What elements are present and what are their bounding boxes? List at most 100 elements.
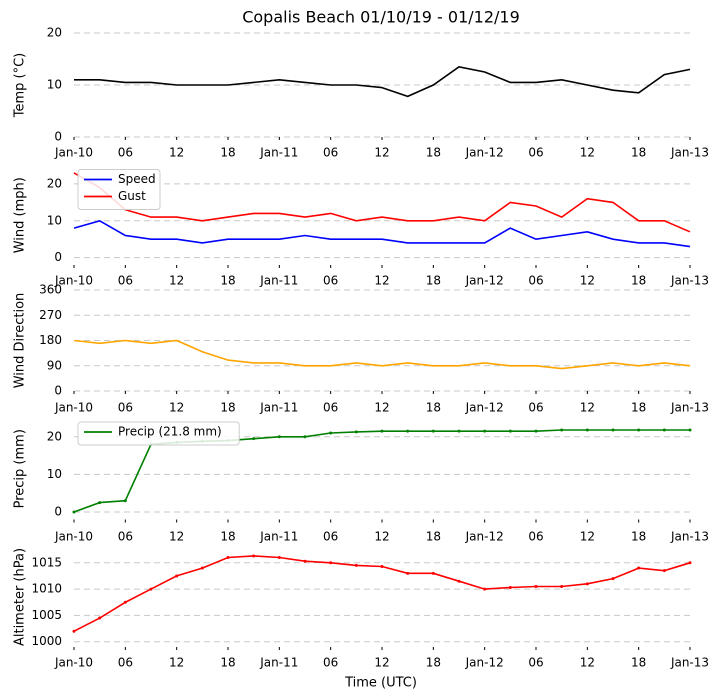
data-point	[560, 584, 564, 588]
x-tick-label: 18	[220, 656, 235, 670]
x-tick-label: Jan-10	[54, 530, 93, 544]
x-tick-label: 06	[528, 274, 543, 288]
data-point	[354, 563, 358, 567]
data-point	[175, 574, 179, 578]
data-point	[431, 571, 435, 575]
x-tick-label: 06	[528, 401, 543, 415]
y-tick-label: 20	[47, 26, 62, 40]
x-tick-label: 12	[169, 656, 184, 670]
x-tick-label: 06	[118, 274, 133, 288]
data-line	[74, 65, 691, 98]
x-tick-label: 18	[220, 401, 235, 415]
data-point	[252, 554, 256, 558]
x-tick-label: 18	[220, 530, 235, 544]
data-point	[277, 435, 281, 439]
x-tick-label: 06	[118, 530, 133, 544]
x-tick-label: Jan-13	[670, 401, 709, 415]
x-tick-label: 12	[169, 146, 184, 160]
x-tick-label: 12	[374, 656, 389, 670]
data-point	[329, 431, 333, 435]
data-point	[277, 556, 281, 560]
data-point	[585, 428, 589, 432]
data-point	[611, 577, 615, 581]
x-tick-label: 12	[580, 274, 595, 288]
y-tick-label: 20	[47, 429, 62, 443]
x-tick-label: 12	[169, 401, 184, 415]
x-tick-label: Jan-11	[259, 274, 298, 288]
x-tick-label: 12	[374, 401, 389, 415]
x-tick-label: Jan-10	[54, 656, 93, 670]
x-tick-label: 06	[323, 530, 338, 544]
y-axis-label: Wind (mph)	[13, 177, 28, 253]
x-tick-label: Jan-12	[465, 274, 504, 288]
data-point	[508, 586, 512, 590]
data-point	[123, 499, 127, 503]
x-tick-label: 12	[580, 530, 595, 544]
legend-label: Precip (21.8 mm)	[118, 425, 222, 439]
x-tick-label: Jan-12	[465, 401, 504, 415]
x-tick-label: 06	[528, 656, 543, 670]
x-tick-label: 06	[323, 146, 338, 160]
data-point	[380, 564, 384, 568]
x-tick-label: 06	[118, 656, 133, 670]
x-tick-label: 18	[426, 401, 441, 415]
data-point	[406, 571, 410, 575]
data-point	[72, 510, 76, 514]
y-axis-label: Precip (mm)	[13, 429, 28, 508]
y-tick-label: 0	[54, 130, 62, 144]
x-tick-label: 18	[631, 274, 646, 288]
data-point	[483, 429, 487, 433]
data-point	[662, 428, 666, 432]
x-tick-label: 12	[580, 146, 595, 160]
data-point	[688, 428, 692, 432]
data-point	[637, 566, 641, 570]
x-tick-label: Jan-12	[465, 530, 504, 544]
x-tick-label: Jan-10	[54, 146, 93, 160]
data-point	[380, 429, 384, 433]
x-tick-label: Jan-12	[465, 656, 504, 670]
x-tick-label: Jan-13	[670, 274, 709, 288]
x-tick-label: Jan-12	[465, 146, 504, 160]
x-tick-label: 06	[528, 530, 543, 544]
legend-label: Gust	[118, 189, 146, 203]
y-tick-label: 180	[39, 333, 62, 347]
x-tick-label: 06	[118, 401, 133, 415]
x-tick-label: 06	[323, 656, 338, 670]
data-point	[98, 501, 102, 505]
x-tick-label: 18	[631, 656, 646, 670]
x-tick-label: 18	[220, 146, 235, 160]
data-point	[457, 429, 461, 433]
x-tick-label: 18	[631, 530, 646, 544]
data-point	[534, 429, 538, 433]
y-tick-label: 0	[54, 384, 62, 398]
x-tick-label: Jan-10	[54, 274, 93, 288]
data-point	[406, 429, 410, 433]
x-tick-label: 12	[580, 401, 595, 415]
y-tick-label: 0	[54, 250, 62, 264]
x-tick-label: 18	[426, 274, 441, 288]
y-axis-label: Altimeter (hPa)	[13, 548, 28, 646]
data-point	[585, 582, 589, 586]
x-tick-label: 18	[426, 146, 441, 160]
data-point	[508, 429, 512, 433]
data-point	[662, 569, 666, 573]
y-tick-label: 0	[54, 504, 62, 518]
x-axis-label: Time (UTC)	[344, 676, 417, 691]
y-tick-label: 1010	[31, 582, 62, 596]
data-point	[611, 428, 615, 432]
x-tick-label: 12	[374, 530, 389, 544]
data-point	[252, 437, 256, 441]
x-tick-label: 12	[374, 274, 389, 288]
data-point	[149, 587, 153, 591]
y-tick-label: 90	[47, 358, 62, 372]
y-tick-label: 1015	[31, 555, 62, 569]
x-tick-label: 12	[374, 146, 389, 160]
data-point	[200, 566, 204, 570]
x-tick-label: Jan-11	[259, 656, 298, 670]
y-tick-label: 1005	[31, 608, 62, 622]
data-point	[431, 429, 435, 433]
data-line	[73, 172, 691, 233]
x-tick-label: Jan-13	[670, 656, 709, 670]
